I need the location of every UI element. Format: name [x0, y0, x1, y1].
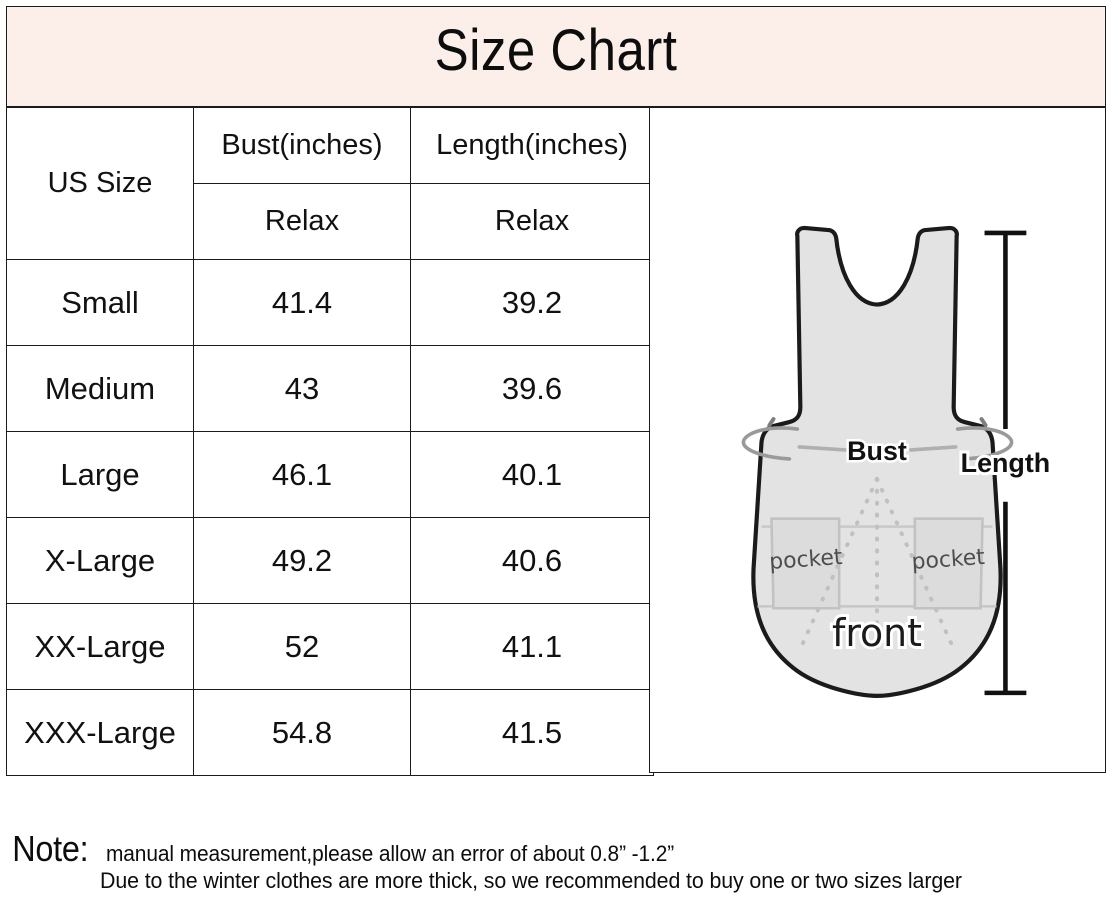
table-row: X-Large 49.2 40.6: [6, 517, 654, 604]
page-title: Size Chart: [434, 18, 678, 83]
cell-length: 39.6: [410, 345, 654, 432]
cell-size: Medium: [6, 345, 194, 432]
table-body: Small 41.4 39.2 Medium 43 39.6 Large 46.…: [6, 259, 654, 776]
note-block: Note: manual measurement,please allow an…: [8, 828, 1113, 904]
pocket-right-label: pocket: [911, 545, 986, 575]
column-subheader-length-relax: Relax: [410, 183, 654, 260]
cell-size: Small: [6, 259, 194, 346]
cell-length: 39.2: [410, 259, 654, 346]
table-header: US Size Bust(inches) Length(inches) Rela…: [6, 107, 654, 260]
table-row: XXX-Large 54.8 41.5: [6, 689, 654, 776]
cell-length: 40.1: [410, 431, 654, 518]
title-band: Size Chart: [6, 6, 1106, 107]
table-row: Small 41.4 39.2: [6, 259, 654, 346]
header-row-sub: Relax Relax: [7, 183, 654, 260]
bust-label: Bust: [847, 436, 907, 466]
cell-size: XX-Large: [6, 603, 194, 690]
note-text-first: manual measurement,please allow an error…: [105, 841, 674, 866]
pocket-left-shape-icon: [770, 517, 841, 610]
length-label: Length: [961, 448, 1051, 478]
garment-diagram: Bust front pocket pocket Length: [741, 225, 1053, 698]
note-line-1: Note: manual measurement,please allow an…: [8, 828, 689, 870]
length-measure-bar-icon: [984, 230, 1027, 696]
cell-bust: 54.8: [193, 689, 411, 776]
cell-length: 41.5: [410, 689, 654, 776]
pocket-right-shape-icon: [913, 517, 984, 610]
cell-bust: 46.1: [193, 431, 411, 518]
cell-size: X-Large: [6, 517, 194, 604]
pocket-left-label: pocket: [768, 545, 843, 575]
table-row: XX-Large 52 41.1: [6, 603, 654, 690]
header-row-group: US Size Bust(inches) Length(inches): [6, 107, 654, 260]
note-label: Note:: [12, 828, 89, 869]
cell-bust: 41.4: [193, 259, 411, 346]
table-row: Large 46.1 40.1: [6, 431, 654, 518]
cell-bust: 52: [193, 603, 411, 690]
column-header-us-size: US Size: [6, 107, 194, 260]
cell-length: 41.1: [410, 603, 654, 690]
column-header-bust: Bust(inches): [193, 107, 411, 184]
column-subheader-bust-relax: Relax: [193, 183, 411, 260]
column-header-length: Length(inches): [410, 107, 654, 184]
garment-illustration-panel: Bust front pocket pocket Length: [649, 107, 1106, 773]
cell-length: 40.6: [410, 517, 654, 604]
size-table: US Size Bust(inches) Length(inches) Rela…: [6, 107, 654, 776]
cell-bust: 43: [193, 345, 411, 432]
note-text-second: Due to the winter clothes are more thick…: [100, 868, 962, 893]
cell-size: XXX-Large: [6, 689, 194, 776]
dotted-triangle-icon: [797, 476, 957, 654]
table-row: Medium 43 39.6: [6, 345, 654, 432]
cell-bust: 49.2: [193, 517, 411, 604]
bust-measure-tape-icon: [741, 417, 1014, 461]
cell-size: Large: [6, 431, 194, 518]
front-label: front: [832, 611, 922, 655]
